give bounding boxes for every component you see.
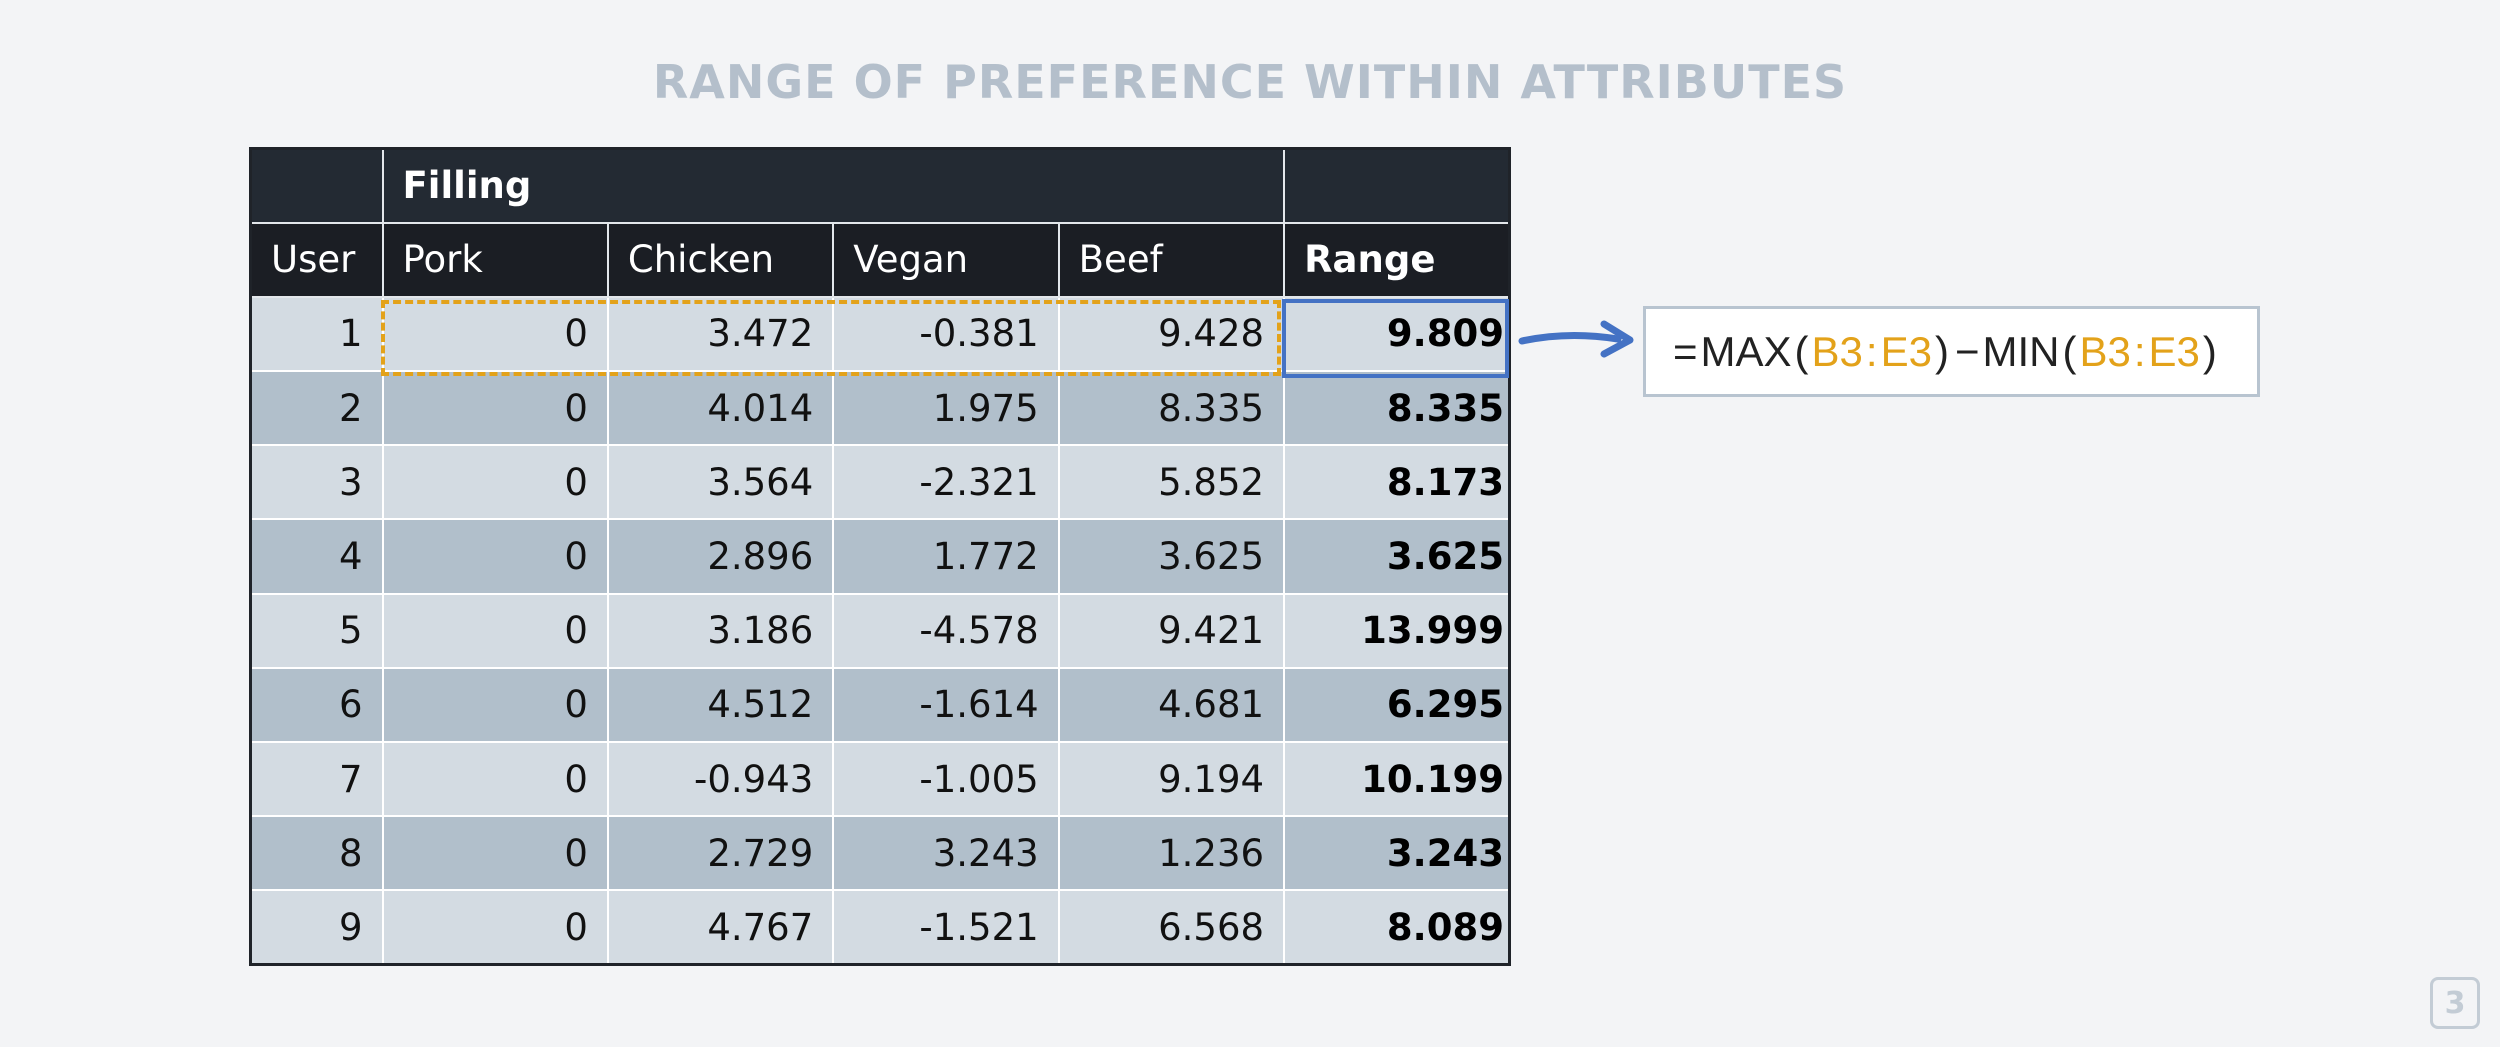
range-group-cell — [1283, 147, 1511, 224]
cell-vegan: -2.321 — [832, 444, 1060, 521]
cell-vegan: -1.521 — [832, 889, 1060, 966]
cell-pork: 0 — [381, 444, 609, 521]
cell-range: 8.089 — [1283, 889, 1511, 966]
cell-range: 6.295 — [1283, 666, 1511, 744]
cell-pork: 0 — [381, 370, 609, 447]
cell-chicken: 3.186 — [606, 592, 835, 669]
formula-ref-start: B3 — [2079, 327, 2131, 375]
cell-range: 3.243 — [1283, 815, 1511, 892]
arrow-right-icon — [1518, 320, 1634, 358]
preference-table: Filling User Pork Chicken Vegan Beef Ran… — [249, 147, 1511, 967]
header-range: Range — [1283, 221, 1511, 298]
cell-vegan: -4.578 — [832, 592, 1060, 669]
active-cell-highlight — [1282, 299, 1509, 378]
cell-chicken: 3.564 — [606, 444, 835, 521]
cell-vegan: -1.005 — [832, 740, 1060, 818]
cell-user: 3 — [249, 444, 384, 521]
formula-minus: − — [1954, 327, 1980, 375]
cell-range: 13.999 — [1283, 592, 1511, 669]
table-row: 9 0 4.767 -1.521 6.568 8.089 — [249, 889, 1511, 966]
cell-range: 10.199 — [1283, 740, 1511, 818]
cell-beef: 6.568 — [1057, 889, 1286, 966]
table-body: 1 0 3.472 -0.381 9.428 9.809 2 0 4.014 1.975 8.335… — [249, 295, 1511, 966]
header-beef: Beef — [1057, 221, 1286, 298]
cell-beef: 9.421 — [1057, 592, 1286, 669]
table-row: 1 0 3.472 -0.381 9.428 9.809 — [249, 295, 1511, 373]
filling-group-header: Filling — [381, 147, 1286, 224]
cell-chicken: -0.943 — [606, 740, 835, 818]
formula-open-paren: ( — [1794, 327, 1809, 375]
cell-user: 2 — [249, 370, 384, 447]
cell-vegan: -1.614 — [832, 666, 1060, 744]
cell-chicken: 4.512 — [606, 666, 835, 744]
group-header-row: Filling — [249, 147, 1511, 224]
formula-colon: : — [2133, 327, 2146, 375]
corner-cell — [249, 147, 384, 224]
cell-user: 7 — [249, 740, 384, 818]
formula-box: = MAX ( B3 : E3 ) − MIN ( B3 : E3 ) — [1643, 306, 2260, 397]
formula-min: MIN — [1982, 327, 2060, 375]
formula-ref-start: B3 — [1811, 327, 1863, 375]
cell-user: 4 — [249, 518, 384, 595]
cell-beef: 5.852 — [1057, 444, 1286, 521]
header-pork: Pork — [381, 221, 609, 298]
cell-beef: 4.681 — [1057, 666, 1286, 744]
cell-user: 8 — [249, 815, 384, 892]
table-row: 7 0 -0.943 -1.005 9.194 10.199 — [249, 740, 1511, 818]
cell-chicken: 2.729 — [606, 815, 835, 892]
cell-beef: 9.428 — [1057, 295, 1286, 373]
formula-open-paren: ( — [2062, 327, 2077, 375]
cell-range: 3.625 — [1283, 518, 1511, 595]
cell-chicken: 3.472 — [606, 295, 835, 373]
table-row: 4 0 2.896 1.772 3.625 3.625 — [249, 518, 1511, 595]
cell-range: 8.335 — [1283, 370, 1511, 447]
formula-ref-end: E3 — [2148, 327, 2200, 375]
cell-pork: 0 — [381, 518, 609, 595]
cell-user: 5 — [249, 592, 384, 669]
cell-range: 9.809 — [1283, 295, 1511, 373]
cell-chicken: 4.767 — [606, 889, 835, 966]
cell-user: 1 — [249, 295, 384, 373]
page-number: 3 — [2430, 977, 2480, 1029]
cell-user: 9 — [249, 889, 384, 966]
header-vegan: Vegan — [832, 221, 1060, 298]
cell-beef: 8.335 — [1057, 370, 1286, 447]
table-row: 3 0 3.564 -2.321 5.852 8.173 — [249, 444, 1511, 521]
formula-max: MAX — [1700, 327, 1792, 375]
table-row: 2 0 4.014 1.975 8.335 8.335 — [249, 370, 1511, 447]
cell-pork: 0 — [381, 295, 609, 373]
cell-vegan: -0.381 — [832, 295, 1060, 373]
cell-pork: 0 — [381, 889, 609, 966]
cell-beef: 1.236 — [1057, 815, 1286, 892]
table-row: 5 0 3.186 -4.578 9.421 13.999 — [249, 592, 1511, 669]
cell-user: 6 — [249, 666, 384, 744]
cell-vegan: 3.243 — [832, 815, 1060, 892]
formula-equals: = — [1673, 327, 1698, 375]
selected-range-highlight — [381, 300, 1281, 376]
cell-beef: 9.194 — [1057, 740, 1286, 818]
header-chicken: Chicken — [606, 221, 835, 298]
formula-close-paren: ) — [1934, 327, 1949, 375]
cell-vegan: 1.975 — [832, 370, 1060, 447]
cell-vegan: 1.772 — [832, 518, 1060, 595]
cell-chicken: 4.014 — [606, 370, 835, 447]
cell-range: 8.173 — [1283, 444, 1511, 521]
cell-pork: 0 — [381, 815, 609, 892]
formula-close-paren: ) — [2202, 327, 2217, 375]
header-user: User — [249, 221, 384, 298]
cell-pork: 0 — [381, 666, 609, 744]
cell-beef: 3.625 — [1057, 518, 1286, 595]
slide-title: RANGE OF PREFERENCE WITHIN ATTRIBUTES — [652, 55, 1848, 109]
table-row: 8 0 2.729 3.243 1.236 3.243 — [249, 815, 1511, 892]
cell-pork: 0 — [381, 740, 609, 818]
cell-chicken: 2.896 — [606, 518, 835, 595]
formula-ref-end: E3 — [1880, 327, 1932, 375]
column-header-row: User Pork Chicken Vegan Beef Range — [249, 221, 1511, 298]
formula-colon: : — [1865, 327, 1878, 375]
cell-pork: 0 — [381, 592, 609, 669]
table-row: 6 0 4.512 -1.614 4.681 6.295 — [249, 666, 1511, 744]
